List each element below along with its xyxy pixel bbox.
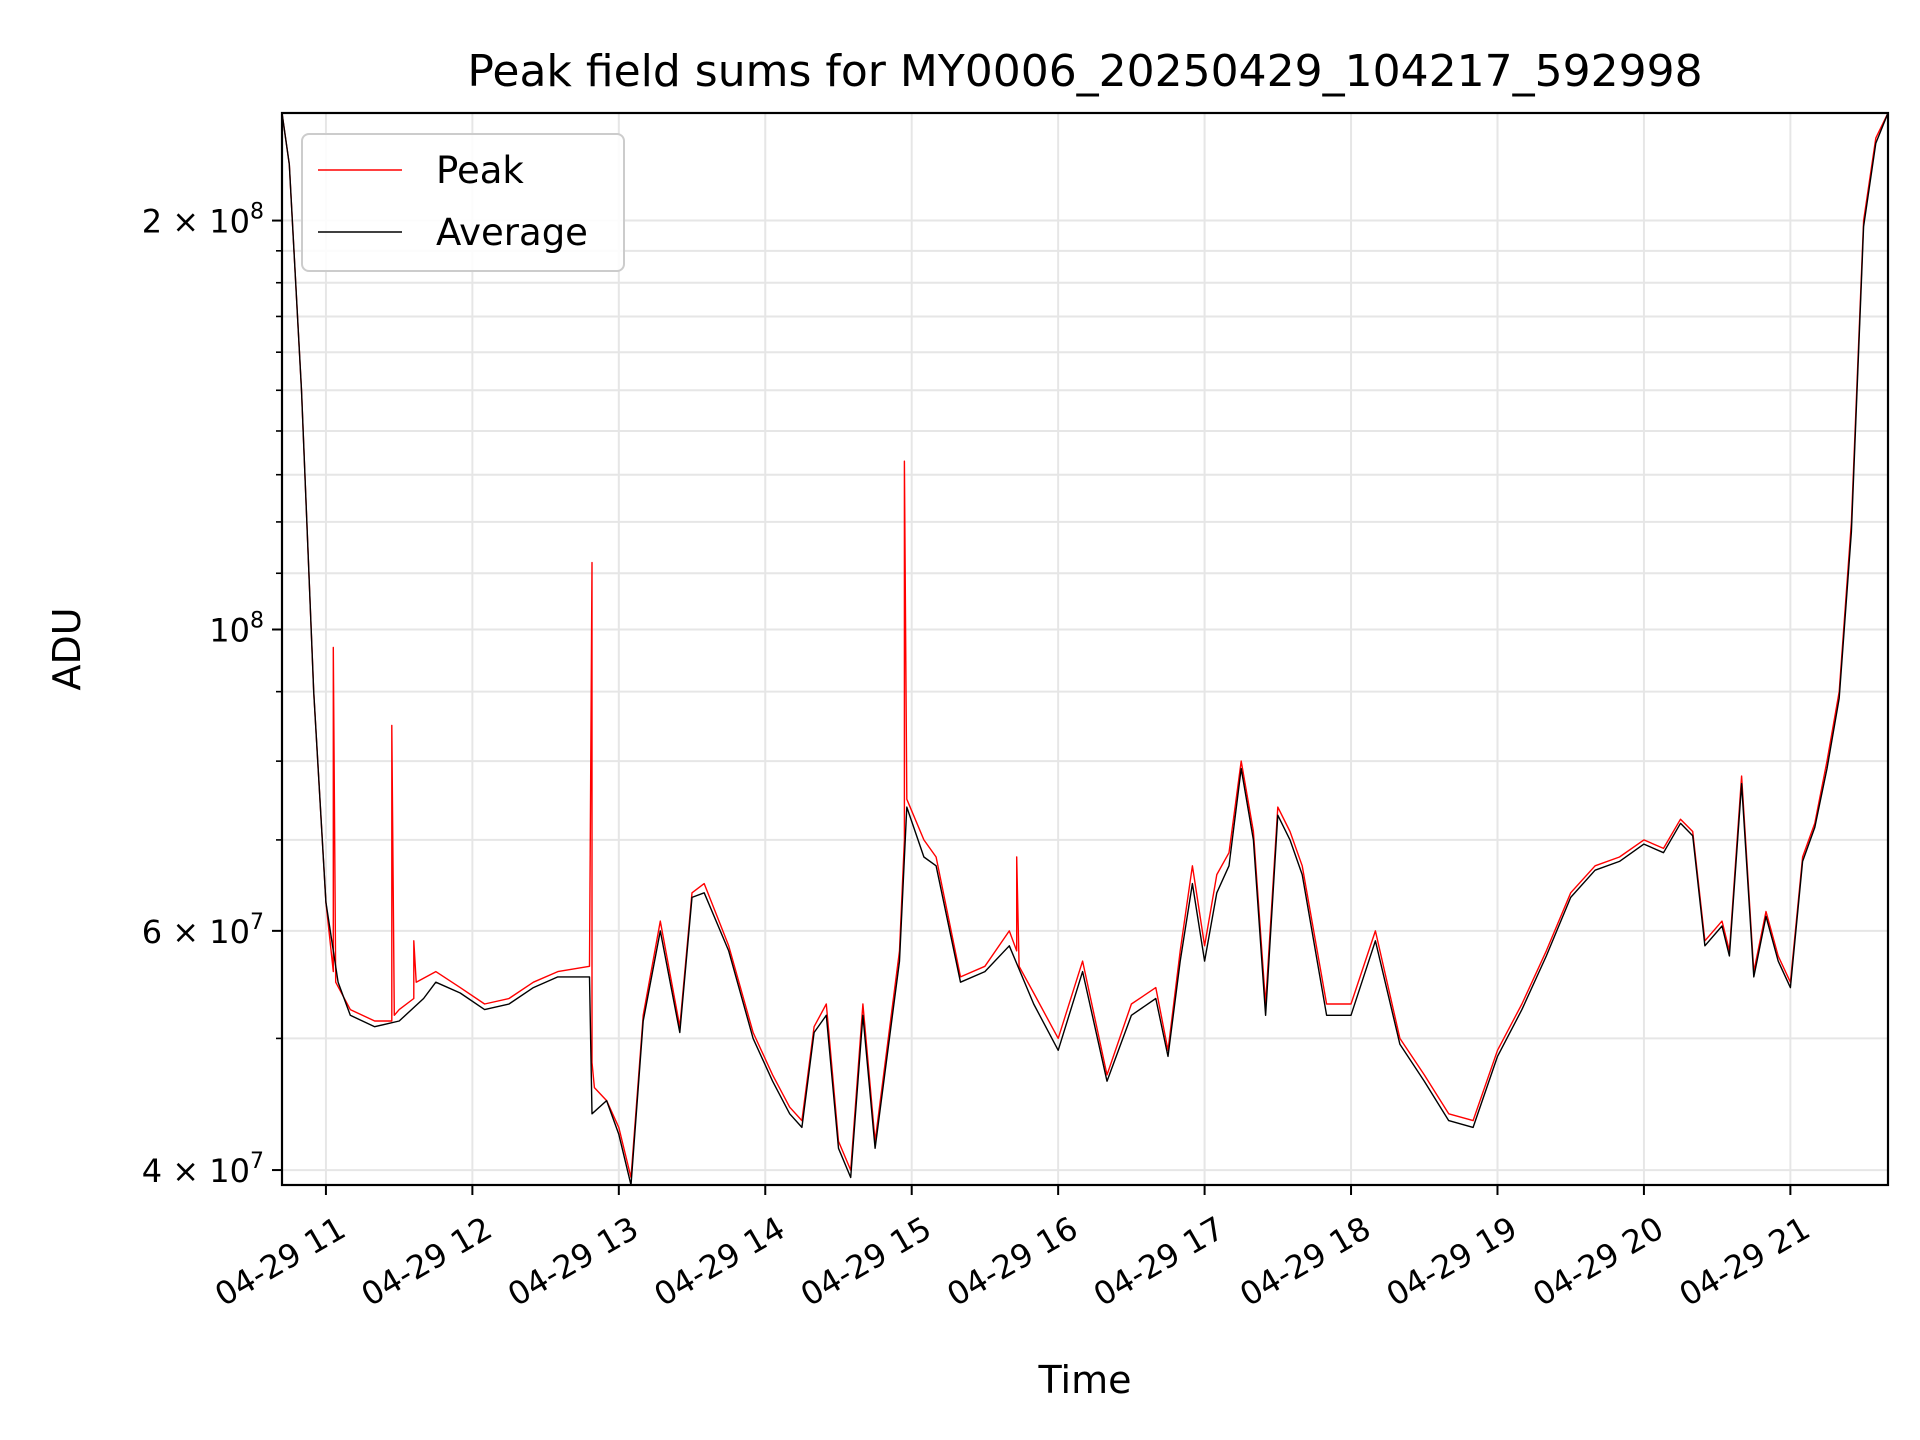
- y-tick-label: 4 × 107: [142, 1149, 264, 1190]
- chart-title: Peak field sums for MY0006_20250429_1042…: [467, 46, 1702, 97]
- y-axis-label: ADU: [45, 607, 89, 690]
- x-axis-label: Time: [1038, 1358, 1132, 1402]
- series-layer: [282, 113, 1888, 1185]
- series-line-peak: [282, 113, 1888, 1179]
- legend-label-average: Average: [436, 211, 588, 254]
- y-axis-ticks: 4 × 107 6 × 107 108 2 × 108: [142, 200, 282, 1190]
- series-line-average: [282, 113, 1888, 1185]
- plot-frame: [280, 111, 1890, 1187]
- y-tick-label: 108: [209, 608, 264, 649]
- y-tick-label: 2 × 108: [142, 200, 264, 241]
- legend-label-peak: Peak: [436, 149, 524, 192]
- legend-box: [301, 133, 625, 272]
- gridlines: [282, 113, 1888, 1185]
- y-tick-label: 6 × 107: [142, 910, 264, 951]
- legend: Peak Average: [301, 133, 625, 272]
